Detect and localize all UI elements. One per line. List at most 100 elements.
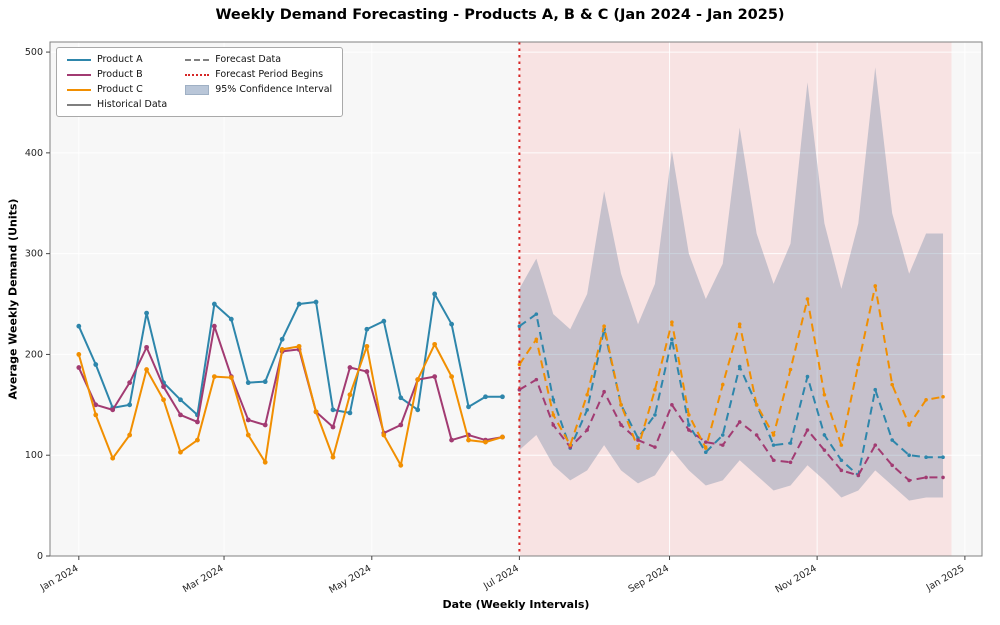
legend-item-product-b: Product B (67, 69, 167, 80)
product-c-forecast-marker (737, 322, 742, 326)
legend-item-product-c: Product C (67, 84, 167, 95)
product-c-historical-marker (262, 459, 268, 465)
product-c-historical-marker (500, 434, 505, 440)
product-a-historical-marker (279, 336, 285, 342)
product-b-forecast-marker (585, 428, 589, 432)
legend-item-product-a: Product A (67, 54, 167, 65)
product-c-historical-marker (195, 437, 200, 443)
product-a-forecast-marker (839, 458, 844, 463)
product-b-forecast-marker (670, 403, 674, 407)
product-b-forecast-marker (703, 440, 708, 444)
product-c-forecast-marker (602, 324, 606, 329)
product-a-forecast-marker (907, 453, 911, 458)
product-b-historical-marker (110, 407, 116, 413)
product-a-forecast-marker (924, 455, 928, 460)
product-a-historical-marker (466, 404, 471, 410)
product-c-forecast-line (518, 284, 944, 450)
product-a-forecast-marker (737, 364, 742, 369)
product-b-historical-line (77, 325, 503, 442)
product-c-historical-marker (330, 454, 336, 460)
product-a-historical-marker (364, 326, 370, 332)
legend-item-forecast-data: Forecast Data (185, 54, 332, 65)
product-b-historical-marker (144, 344, 149, 350)
product-c-historical-marker (127, 432, 133, 438)
product-a-forecast-marker (534, 312, 539, 316)
product-c-historical-marker (398, 462, 404, 468)
legend-label: Product A (97, 54, 143, 65)
product-c-historical-marker (296, 343, 302, 349)
product-a-forecast-marker (703, 450, 708, 454)
confidence-band (519, 67, 944, 501)
y-tick-label: 500 (25, 47, 43, 58)
legend-label: Product B (97, 69, 143, 80)
x-tick-label: Nov 2024 (774, 563, 819, 595)
product-a-forecast-marker (585, 408, 589, 412)
product-a-historical-marker (76, 323, 82, 329)
product-a-historical-marker (415, 407, 421, 413)
product-c-forecast-marker (822, 392, 827, 397)
product-a-forecast-marker (720, 433, 725, 437)
product-b-forecast-marker (839, 468, 844, 473)
product-b-historical-marker (76, 365, 82, 370)
x-tick-label: Jan 2024 (38, 563, 81, 594)
product-c-historical-marker (313, 409, 319, 415)
product-c-forecast-marker (890, 382, 894, 387)
legend-swatch-product-a (67, 58, 91, 61)
x-tick-label: Mar 2024 (181, 563, 226, 595)
product-b-historical-marker (449, 437, 455, 443)
product-a-forecast-marker (670, 337, 674, 342)
product-b-forecast-line (518, 378, 944, 482)
product-c-forecast-marker (534, 337, 539, 342)
x-tick-label: Sep 2024 (626, 563, 671, 595)
product-c-historical-marker (381, 432, 387, 438)
product-c-historical-line (77, 343, 503, 467)
legend-swatch-95-confidence-interval (185, 84, 210, 95)
product-b-forecast-marker (636, 438, 640, 442)
product-a-historical-marker (500, 394, 505, 400)
chart-title: Weekly Demand Forecasting - Products A, … (215, 7, 785, 23)
legend-swatch-forecast-period-begins (185, 73, 210, 76)
product-c-forecast-marker (754, 403, 759, 407)
product-c-historical-marker (178, 449, 183, 455)
product-b-historical-marker (195, 419, 200, 425)
product-a-historical-marker (144, 310, 149, 316)
legend-swatch-forecast-data (185, 58, 210, 61)
product-b-forecast-marker (788, 460, 793, 465)
product-c-forecast-marker (873, 284, 878, 288)
legend: Product A Product B Product C Historical Da… (56, 47, 344, 117)
product-a-forecast-marker (873, 387, 878, 392)
legend-swatch-historical-data (67, 103, 91, 106)
product-c-historical-marker (211, 374, 217, 380)
product-c-forecast-marker (687, 413, 691, 417)
product-b-forecast-marker (805, 428, 810, 432)
product-a-historical-marker (313, 299, 319, 305)
product-a-historical-line (77, 292, 503, 416)
product-b-historical-marker (364, 369, 370, 374)
product-a-historical-marker (398, 395, 404, 401)
product-b-forecast-marker (771, 458, 776, 463)
plot-border (49, 41, 983, 557)
product-c-forecast-marker (619, 403, 623, 407)
product-c-forecast-marker (839, 443, 844, 447)
product-a-forecast-marker (788, 441, 793, 445)
product-b-forecast-marker (619, 423, 623, 427)
product-c-forecast-marker (636, 446, 640, 450)
product-a-historical-marker (296, 301, 302, 307)
product-b-historical-marker (161, 384, 166, 390)
product-b-historical-marker (93, 402, 99, 408)
product-a-historical-marker (330, 407, 336, 413)
x-axis-label: Date (Weekly Intervals) (442, 598, 590, 611)
product-a-forecast-marker (771, 443, 776, 447)
product-b-forecast-marker (873, 443, 878, 447)
legend-label: Forecast Data (215, 54, 282, 65)
product-c-historical-marker (466, 437, 471, 443)
product-a-forecast-marker (805, 374, 810, 379)
product-b-forecast-marker (856, 473, 861, 478)
product-a-historical-marker (381, 318, 387, 324)
product-c-historical-marker (76, 352, 82, 357)
product-c-forecast-marker (720, 382, 725, 387)
y-axis-label: Average Weekly Demand (Units) (6, 198, 20, 400)
legend-label: Forecast Period Begins (215, 69, 324, 80)
